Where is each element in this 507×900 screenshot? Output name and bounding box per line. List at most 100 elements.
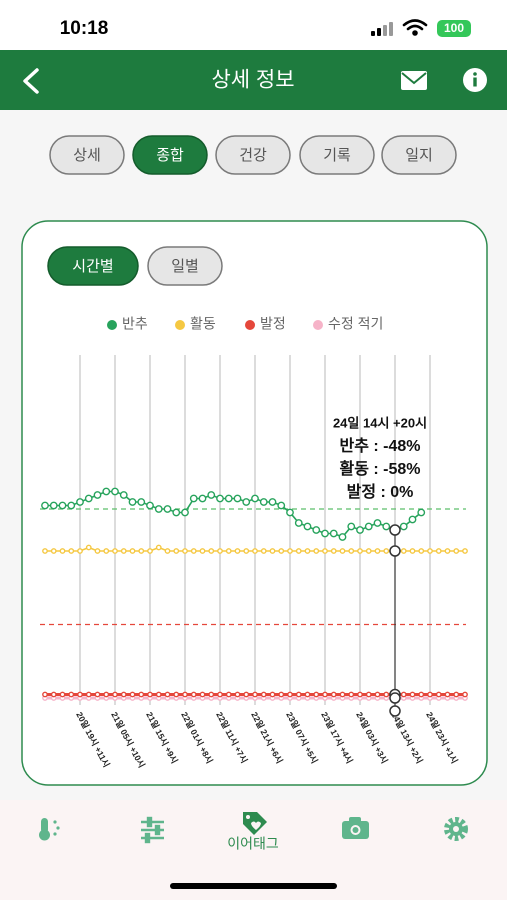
- data-point: [216, 494, 224, 503]
- data-point: [313, 691, 320, 698]
- data-point: [147, 548, 153, 554]
- legend-swatch: [313, 320, 323, 330]
- data-point: [329, 529, 338, 538]
- data-point: [277, 501, 286, 510]
- data-point: [120, 691, 127, 698]
- data-point: [77, 548, 83, 554]
- info-button[interactable]: [463, 68, 487, 92]
- tab-button[interactable]: [215, 135, 291, 175]
- data-point: [129, 691, 136, 698]
- data-point: [427, 548, 433, 554]
- data-point: [409, 548, 416, 554]
- tab-button[interactable]: [147, 246, 223, 286]
- legend-swatch: [245, 320, 255, 330]
- tooltip-title: 24일 14시 +20시: [333, 415, 427, 430]
- data-point: [259, 498, 268, 506]
- data-point: [67, 501, 76, 510]
- nav-gear[interactable]: [444, 817, 468, 841]
- data-point: [418, 691, 425, 698]
- battery-level: 100: [444, 21, 464, 35]
- data-point: [173, 548, 180, 554]
- data-point: [233, 494, 242, 503]
- tab-button[interactable]: [299, 135, 375, 175]
- tab-label: 기록: [323, 147, 351, 164]
- data-point: [138, 548, 145, 554]
- data-point: [85, 544, 92, 551]
- data-point: [435, 548, 442, 554]
- tab-button[interactable]: [47, 246, 139, 286]
- status-time: 10:18: [60, 18, 109, 39]
- nav-eartag[interactable]: [243, 812, 267, 835]
- data-point: [330, 548, 337, 554]
- nav-thermometer[interactable]: [39, 818, 60, 841]
- tab-button[interactable]: [49, 135, 125, 175]
- data-point: [330, 691, 337, 698]
- data-point: [347, 522, 356, 531]
- data-point: [59, 548, 66, 554]
- data-point: [58, 501, 67, 510]
- data-point: [217, 691, 223, 698]
- data-point: [364, 522, 373, 531]
- data-point: [357, 548, 363, 554]
- data-point: [321, 529, 329, 538]
- tooltip-point: [389, 524, 401, 536]
- data-point: [260, 691, 267, 698]
- mail-button[interactable]: [401, 71, 427, 90]
- nav-camera[interactable]: [342, 817, 369, 839]
- data-point: [294, 519, 303, 527]
- data-point: [357, 691, 363, 698]
- data-point: [408, 515, 417, 524]
- legend-label: 반추: [122, 316, 148, 332]
- data-point: [138, 691, 145, 698]
- tooltip-line: 반추 : -48%: [339, 436, 420, 455]
- data-point: [154, 505, 163, 513]
- data-point: [365, 691, 372, 698]
- tab-label: 일별: [171, 258, 199, 275]
- nav-settings-sliders[interactable]: [141, 816, 164, 844]
- home-indicator: [170, 883, 337, 889]
- data-point: [163, 505, 172, 513]
- data-point: [181, 508, 189, 517]
- data-point: [129, 548, 136, 554]
- tab-button[interactable]: [381, 135, 457, 175]
- tab-label: 상세: [73, 147, 101, 164]
- data-point: [462, 691, 468, 698]
- tooltip-point: [389, 545, 401, 557]
- data-point: [59, 691, 66, 698]
- data-point: [119, 491, 128, 499]
- data-point: [68, 691, 75, 698]
- data-point: [295, 548, 302, 554]
- data-point: [356, 526, 364, 534]
- data-point: [111, 487, 119, 496]
- data-point: [50, 548, 57, 554]
- data-point: [374, 691, 381, 698]
- data-point: [383, 691, 390, 698]
- data-point: [435, 691, 442, 698]
- data-point: [199, 548, 206, 554]
- data-point: [313, 548, 320, 554]
- data-point: [85, 691, 92, 698]
- data-point: [427, 691, 433, 698]
- data-point: [49, 501, 58, 510]
- data-point: [278, 691, 285, 698]
- back-button[interactable]: [23, 68, 39, 94]
- tab-label: 일지: [405, 147, 433, 164]
- data-point: [94, 548, 101, 554]
- data-point: [102, 487, 111, 496]
- data-point: [348, 691, 355, 698]
- data-point: [42, 691, 48, 698]
- data-point: [164, 691, 171, 698]
- data-point: [444, 691, 451, 698]
- data-point: [383, 548, 390, 554]
- data-point: [189, 494, 198, 503]
- data-point: [339, 691, 346, 698]
- data-point: [234, 548, 241, 554]
- legend-label: 발정: [260, 316, 286, 332]
- data-point: [453, 548, 460, 554]
- tooltip-line: 활동 : -58%: [339, 459, 420, 478]
- tab-label: 종합: [156, 147, 184, 164]
- status-bar: [0, 0, 507, 50]
- data-point: [199, 691, 206, 698]
- tab-button[interactable]: [132, 135, 208, 175]
